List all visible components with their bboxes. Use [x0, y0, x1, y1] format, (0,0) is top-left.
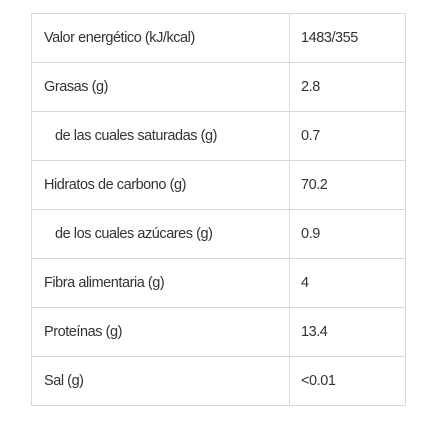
row-value: <0.01	[289, 356, 406, 406]
row-value: 0.7	[289, 111, 406, 161]
table-row-energy: Valor energético (kJ/kcal) 1483/355	[31, 13, 406, 63]
row-label: Proteínas (g)	[31, 307, 290, 357]
table-row-saturated-fat: de las cuales saturadas (g) 0.7	[31, 111, 406, 161]
table-row-sugars: de los cuales azúcares (g) 0.9	[31, 209, 406, 259]
row-value: 4	[289, 258, 406, 308]
nutrition-facts-table: Valor energético (kJ/kcal) 1483/355 Gras…	[31, 13, 406, 406]
row-value: 2.8	[289, 62, 406, 112]
row-label: Fibra alimentaria (g)	[31, 258, 290, 308]
row-value: 0.9	[289, 209, 406, 259]
row-label: de las cuales saturadas (g)	[31, 111, 290, 161]
row-value: 1483/355	[289, 13, 406, 63]
table-row-salt: Sal (g) <0.01	[31, 356, 406, 406]
row-label: Grasas (g)	[31, 62, 290, 112]
row-label: Valor energético (kJ/kcal)	[31, 13, 290, 63]
table-row-protein: Proteínas (g) 13.4	[31, 307, 406, 357]
table-row-fiber: Fibra alimentaria (g) 4	[31, 258, 406, 308]
table-row-fat: Grasas (g) 2.8	[31, 62, 406, 112]
table-row-carbohydrates: Hidratos de carbono (g) 70.2	[31, 160, 406, 210]
row-label: de los cuales azúcares (g)	[31, 209, 290, 259]
row-value: 13.4	[289, 307, 406, 357]
row-label: Sal (g)	[31, 356, 290, 406]
row-value: 70.2	[289, 160, 406, 210]
row-label: Hidratos de carbono (g)	[31, 160, 290, 210]
